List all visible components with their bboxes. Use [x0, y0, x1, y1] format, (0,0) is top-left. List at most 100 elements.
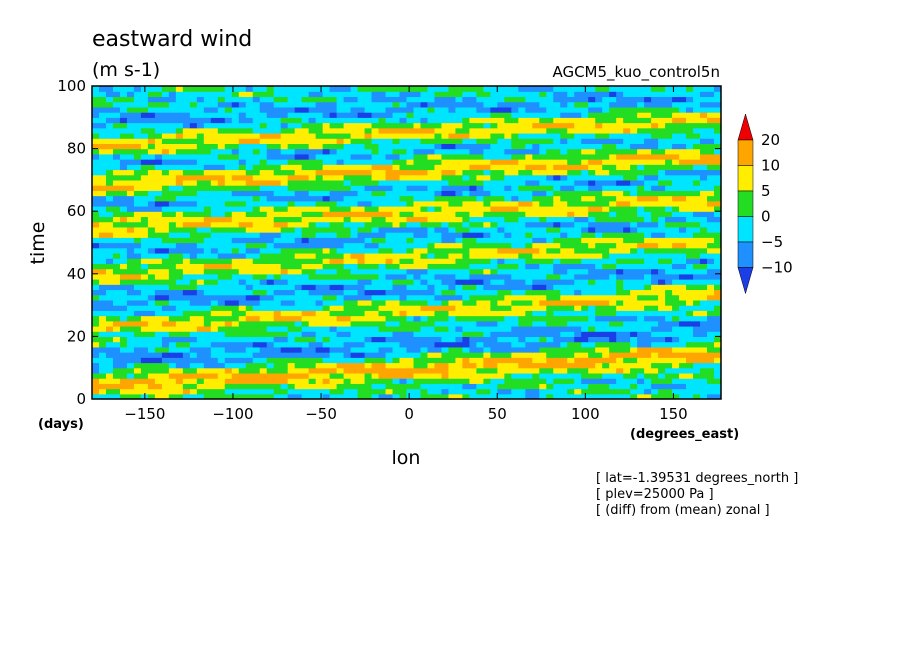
field-cell [154, 284, 163, 291]
field-cell [154, 383, 163, 390]
field-cell [455, 284, 464, 291]
field-cell [686, 211, 694, 218]
field-cell [280, 216, 289, 223]
field-cell [546, 372, 554, 379]
field-cell [616, 325, 624, 332]
field-cell [273, 237, 282, 244]
field-cell [385, 252, 394, 259]
field-cell [119, 258, 128, 264]
field-cell [343, 174, 352, 181]
field-cell [210, 148, 219, 155]
field-cell [560, 268, 568, 275]
field-cell [385, 388, 394, 395]
field-cell [252, 352, 261, 358]
field-cell [525, 138, 533, 144]
field-cell [322, 205, 331, 212]
field-cell [490, 179, 498, 186]
field-cell [322, 185, 331, 191]
field-cell [315, 372, 324, 379]
field-cell [665, 378, 673, 384]
field-cell [518, 279, 526, 285]
field-cell [378, 294, 387, 301]
field-cell [112, 185, 121, 191]
field-cell [273, 174, 282, 181]
field-cell [532, 372, 540, 379]
field-cell [427, 383, 436, 390]
field-cell [574, 132, 582, 139]
field-cell [210, 122, 219, 129]
field-cell [182, 258, 191, 264]
field-cell [595, 117, 603, 124]
field-cell [441, 325, 450, 332]
field-cell [147, 159, 156, 165]
field-cell [679, 122, 687, 129]
field-cell [315, 273, 324, 280]
field-cell [609, 200, 617, 207]
field-cell [245, 216, 254, 223]
field-cell [546, 200, 554, 207]
field-cell [630, 211, 638, 218]
field-cell [595, 122, 603, 129]
field-cell [266, 383, 275, 390]
field-cell [427, 362, 436, 369]
field-cell [693, 112, 701, 118]
field-cell [336, 211, 345, 218]
field-cell [532, 346, 540, 353]
field-cell [490, 122, 498, 129]
field-cell [308, 325, 317, 332]
field-cell [231, 357, 240, 364]
field-cell [469, 289, 477, 296]
field-cell [392, 153, 401, 160]
field-cell [266, 378, 275, 384]
field-cell [357, 352, 366, 358]
field-cell [210, 232, 219, 238]
field-cell [483, 299, 491, 306]
field-cell [462, 153, 470, 160]
field-cell [238, 106, 247, 113]
field-cell [574, 200, 582, 207]
field-cell [140, 211, 149, 218]
field-cell [315, 153, 324, 160]
field-cell [245, 174, 254, 181]
field-cell [714, 237, 721, 244]
field-cell [686, 299, 694, 306]
field-cell [357, 279, 366, 285]
field-cell [147, 310, 156, 317]
field-cell [525, 268, 533, 275]
field-cell [420, 164, 429, 171]
field-cell [266, 325, 275, 332]
field-cell [616, 117, 624, 124]
field-cell [203, 263, 212, 270]
field-cell [455, 242, 464, 249]
field-cell [679, 252, 687, 259]
field-cell [679, 190, 687, 197]
field-cell [420, 305, 429, 311]
field-cell [679, 331, 687, 337]
field-cell [189, 200, 198, 207]
field-cell [168, 284, 177, 291]
field-cell [483, 190, 491, 197]
field-cell [280, 325, 289, 332]
field-cell [175, 284, 184, 291]
field-cell [553, 388, 561, 395]
field-cell [126, 179, 135, 186]
field-cell [476, 310, 484, 317]
field-cell [469, 216, 477, 223]
field-cell [217, 117, 226, 124]
field-cell [651, 138, 659, 144]
field-cell [105, 352, 114, 358]
field-cell [266, 299, 275, 306]
field-cell [672, 268, 680, 275]
field-cell [714, 352, 721, 358]
field-cell [210, 273, 219, 280]
field-cell [630, 122, 638, 129]
field-cell [196, 143, 205, 150]
field-cell [693, 305, 701, 311]
field-cell [378, 388, 387, 395]
field-cell [154, 289, 163, 296]
field-cell [196, 331, 205, 337]
field-cell [630, 252, 638, 259]
field-cell [637, 346, 645, 353]
field-cell [315, 305, 324, 311]
field-cell [329, 305, 338, 311]
